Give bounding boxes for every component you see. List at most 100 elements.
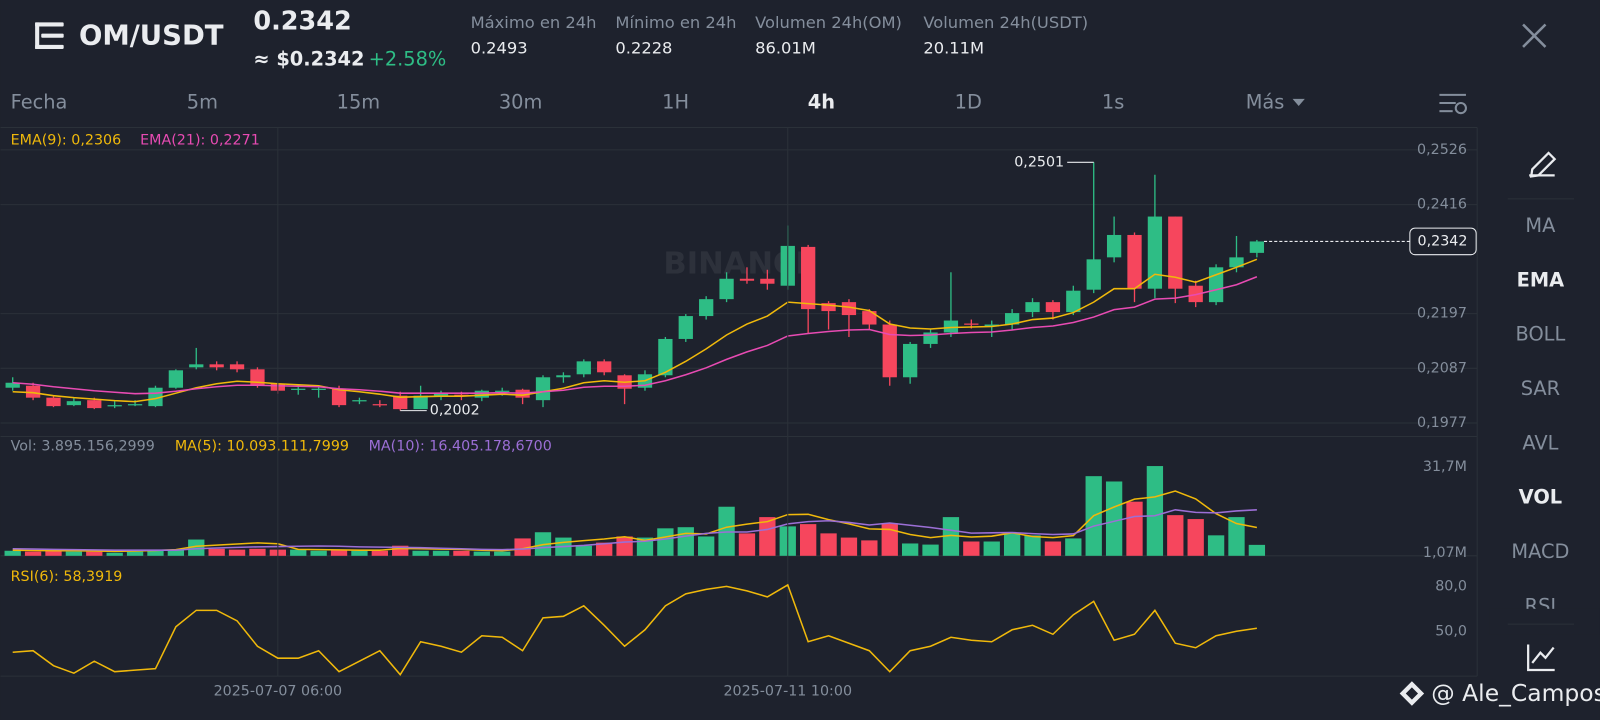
volume-bar xyxy=(1126,501,1143,556)
timeframe-tab[interactable]: 15m xyxy=(337,91,381,114)
volume-bar xyxy=(330,549,348,556)
candle-body xyxy=(87,400,102,409)
y-tick-label: 0,2197 xyxy=(1417,306,1467,322)
candle-body xyxy=(658,338,673,376)
candle-body xyxy=(229,364,245,370)
timeframe-tab[interactable]: Más xyxy=(1246,91,1285,114)
candle-body xyxy=(739,278,755,281)
candle-body xyxy=(495,390,510,392)
watermark-text: @ Ale_Campos xyxy=(1431,679,1600,707)
volume-bar xyxy=(188,539,205,556)
volume-bar xyxy=(514,538,531,556)
price: 0.2342 xyxy=(253,6,351,36)
volume-bar xyxy=(432,550,450,556)
candle-body xyxy=(413,395,428,410)
y-tick-label: 1,07M xyxy=(1423,545,1467,561)
candle-body xyxy=(433,393,449,396)
candle-body xyxy=(1249,241,1265,253)
indicator-line xyxy=(12,583,1257,676)
candle-body xyxy=(331,388,347,406)
volume-bar xyxy=(167,549,185,556)
y-tick-label: 50,0 xyxy=(1435,623,1467,639)
volume-bar xyxy=(392,545,409,556)
volume-bar xyxy=(126,551,144,556)
volume-bar xyxy=(983,541,1000,556)
indicator-tab[interactable]: SAR xyxy=(1521,377,1560,400)
settings-icon[interactable] xyxy=(1439,93,1467,115)
volume-bar xyxy=(575,545,592,556)
indicator-line xyxy=(12,490,1258,553)
last-price-label: 0,2342 xyxy=(1418,233,1468,249)
volume-bar xyxy=(1024,535,1041,556)
menu-icon[interactable] xyxy=(35,22,64,49)
timeframe-tab[interactable]: 4h xyxy=(808,91,835,114)
stat-label: Mínimo en 24h xyxy=(615,13,736,32)
candle-body xyxy=(1147,216,1163,289)
volume-bar xyxy=(861,540,878,556)
volume-bar xyxy=(800,524,817,556)
candle-body xyxy=(1106,234,1122,258)
legend-entry: MA(10): 16.405.178,6700 xyxy=(369,439,552,455)
last-price-box xyxy=(1409,227,1477,256)
volume-bar xyxy=(1248,544,1266,556)
chart-icon[interactable] xyxy=(1527,644,1555,672)
y-tick-label: 0,2526 xyxy=(1417,142,1467,158)
volume-bar xyxy=(1207,535,1225,556)
indicator-tab[interactable]: BOLL xyxy=(1516,323,1566,346)
candle-body xyxy=(1168,216,1183,289)
annotation-label: 0,2501 xyxy=(1014,154,1064,170)
candle-body xyxy=(1086,259,1101,290)
volume-bar xyxy=(371,550,388,556)
legend-entry: RSI(6): 58,3919 xyxy=(11,569,123,585)
volume-title: Vol: 3.895.156,2999 xyxy=(11,439,155,455)
indicator-tab[interactable]: MACD xyxy=(1511,540,1569,563)
volume-bar xyxy=(310,550,327,556)
annotation-label: 0,2002 xyxy=(430,403,480,419)
candle-body xyxy=(576,361,591,375)
volume-bar xyxy=(840,537,858,556)
pen-icon[interactable] xyxy=(1529,151,1557,178)
volume-bar xyxy=(24,551,42,556)
volume-bar xyxy=(249,548,266,556)
candle-body xyxy=(474,390,489,398)
volume-bar xyxy=(1065,538,1082,556)
volume-bar xyxy=(596,542,613,556)
candle-body xyxy=(393,395,408,410)
timeframe-tab[interactable]: 1D xyxy=(955,91,982,114)
timeframe-tab[interactable]: 1s xyxy=(1102,91,1124,114)
candle-body xyxy=(25,385,41,398)
volume-bar xyxy=(1003,533,1021,556)
volume-bar xyxy=(677,527,694,556)
indicator-tab[interactable]: MA xyxy=(1525,214,1556,237)
candle-body xyxy=(964,323,979,325)
timeframe-tab[interactable]: Fecha xyxy=(11,91,68,114)
candle-body xyxy=(719,278,734,300)
candle-body xyxy=(678,316,693,339)
candle-body xyxy=(127,404,143,406)
volume-bar xyxy=(922,544,939,556)
pair[interactable]: OM/USDT xyxy=(79,20,224,52)
candle-body xyxy=(821,303,836,312)
volume-bar xyxy=(820,533,837,556)
timeframe-tab[interactable]: 30m xyxy=(499,91,543,114)
stat-value: 0.2228 xyxy=(615,38,672,57)
change: +2.58% xyxy=(369,48,447,71)
indicator-tab[interactable]: VOL xyxy=(1519,486,1562,509)
volume-bar xyxy=(1167,515,1184,556)
indicator-tab[interactable]: EMA xyxy=(1517,268,1564,291)
close-icon[interactable] xyxy=(1522,23,1547,48)
volume-bar xyxy=(1187,519,1204,556)
timeframe-tab[interactable]: 1H xyxy=(662,91,689,114)
volume-bar xyxy=(473,551,490,556)
candle-body xyxy=(556,375,571,378)
x-tick-label: 2025-07-07 06:00 xyxy=(214,683,343,699)
indicator-line xyxy=(12,276,1258,395)
timeframe-tab[interactable]: 5m xyxy=(187,91,218,114)
candle-body xyxy=(107,405,122,407)
volume-bar xyxy=(494,551,511,556)
indicator-tab[interactable]: AVL xyxy=(1522,431,1558,454)
candle-body xyxy=(352,400,367,402)
volume-bar xyxy=(942,517,960,556)
